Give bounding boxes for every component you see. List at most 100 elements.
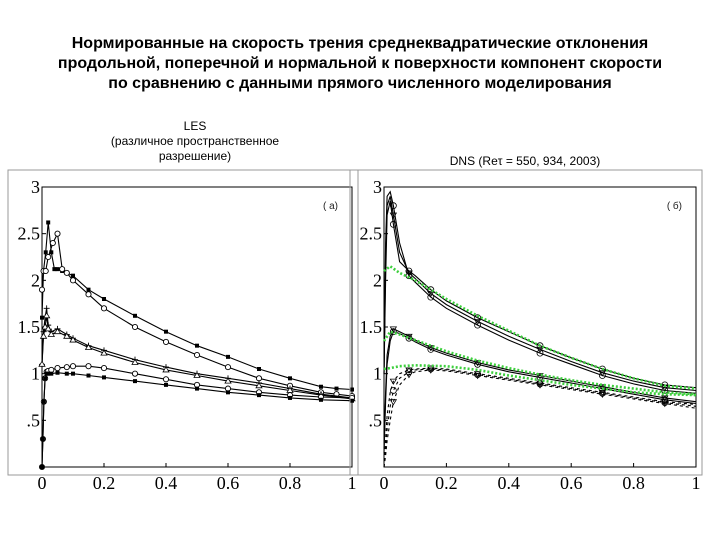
data-point — [49, 371, 54, 376]
plot-area — [383, 186, 697, 468]
data-point — [427, 367, 435, 374]
data-point — [536, 349, 544, 357]
series-line — [383, 368, 697, 468]
data-point — [257, 367, 261, 371]
data-point — [474, 314, 481, 322]
dns-caption: DNS (Reτ = 550, 934, 2003) — [449, 154, 601, 168]
data-point — [661, 401, 669, 408]
data-point — [288, 376, 292, 381]
dns-chart: 0 0.2 0.4 0.6 0.8 1.511.522.53( б) — [349, 169, 703, 493]
title-line-1: Нормированные на скорость трения среднек… — [71, 35, 649, 52]
les-caption-line-1: LES — [183, 119, 207, 133]
data-point — [41, 399, 46, 404]
data-point — [40, 465, 44, 469]
chart-frame — [349, 169, 703, 476]
data-point — [405, 372, 413, 379]
series-line — [383, 196, 697, 392]
data-point — [59, 266, 66, 273]
data-point — [100, 349, 108, 356]
data-point — [47, 330, 56, 337]
data-point — [38, 286, 46, 293]
data-point — [100, 305, 108, 312]
data-point — [474, 321, 481, 329]
series-line — [383, 363, 697, 397]
data-point — [131, 358, 139, 365]
data-point — [40, 315, 44, 320]
data-point — [473, 373, 482, 380]
panel-label: ( а) — [323, 201, 338, 212]
data-point — [86, 373, 91, 378]
data-point — [405, 272, 413, 280]
data-point — [55, 370, 60, 375]
x-tick-label: 0.6 — [217, 473, 240, 493]
y-tick-label: 1 — [31, 364, 40, 384]
data-point — [100, 365, 108, 372]
data-point — [84, 343, 93, 350]
data-point — [39, 332, 48, 339]
data-point — [45, 253, 52, 261]
y-tick-label: 3 — [31, 177, 40, 197]
data-point — [86, 287, 91, 292]
data-point — [102, 375, 106, 380]
data-point — [598, 391, 607, 398]
series-line — [383, 328, 697, 449]
data-point — [427, 291, 435, 298]
data-point — [43, 305, 50, 312]
data-point — [427, 365, 435, 373]
page-title: Нормированные на скорость трения среднек… — [0, 34, 720, 94]
les-caption-line-2: (различное пространственное — [110, 134, 280, 148]
data-point — [536, 382, 544, 389]
data-point — [319, 397, 323, 402]
x-tick-label: 0.2 — [93, 473, 116, 493]
les-caption: LES (различное пространственное разрешен… — [60, 119, 330, 164]
y-tick-label: 2.5 — [18, 224, 41, 244]
data-point — [55, 267, 60, 272]
data-point — [389, 378, 398, 385]
data-point — [226, 390, 230, 395]
data-point — [427, 293, 435, 301]
data-point — [54, 230, 61, 237]
data-point — [195, 343, 199, 348]
data-point — [46, 220, 51, 225]
data-point — [405, 367, 413, 374]
data-point — [41, 323, 49, 330]
y-tick-label: 2 — [373, 270, 382, 290]
data-point — [63, 364, 70, 371]
data-point — [49, 239, 56, 247]
data-point — [42, 312, 51, 319]
y-tick-label: 2 — [31, 270, 40, 290]
series-line — [383, 190, 697, 394]
data-point — [319, 384, 323, 389]
data-point — [350, 387, 354, 392]
data-point — [71, 371, 75, 376]
data-point — [162, 366, 170, 373]
data-point — [257, 393, 261, 398]
y-tick-label: 1.5 — [360, 317, 383, 337]
data-point — [536, 347, 544, 354]
series-line — [382, 330, 697, 396]
data-point — [389, 202, 397, 210]
x-tick-label: 0.8 — [622, 473, 645, 493]
data-point — [63, 332, 71, 339]
data-point — [85, 291, 92, 298]
data-point — [661, 395, 669, 402]
data-point — [389, 328, 397, 336]
series-line — [383, 369, 697, 468]
data-point — [474, 360, 481, 368]
title-line-3: по сравнению с данными прямого численног… — [108, 75, 612, 92]
data-point — [334, 386, 339, 391]
data-point — [69, 336, 77, 343]
data-point — [598, 384, 607, 391]
data-point — [288, 395, 292, 400]
y-tick-label: .5 — [27, 410, 41, 430]
data-point — [255, 382, 263, 389]
x-tick-label: 0.4 — [155, 473, 178, 493]
data-point — [69, 277, 77, 284]
data-point — [389, 399, 398, 406]
x-tick-label: 0.4 — [498, 473, 521, 493]
data-point — [473, 360, 482, 367]
data-point — [43, 376, 48, 381]
data-point — [427, 345, 435, 352]
x-tick-label: 0.2 — [435, 473, 458, 493]
data-point — [64, 371, 69, 376]
